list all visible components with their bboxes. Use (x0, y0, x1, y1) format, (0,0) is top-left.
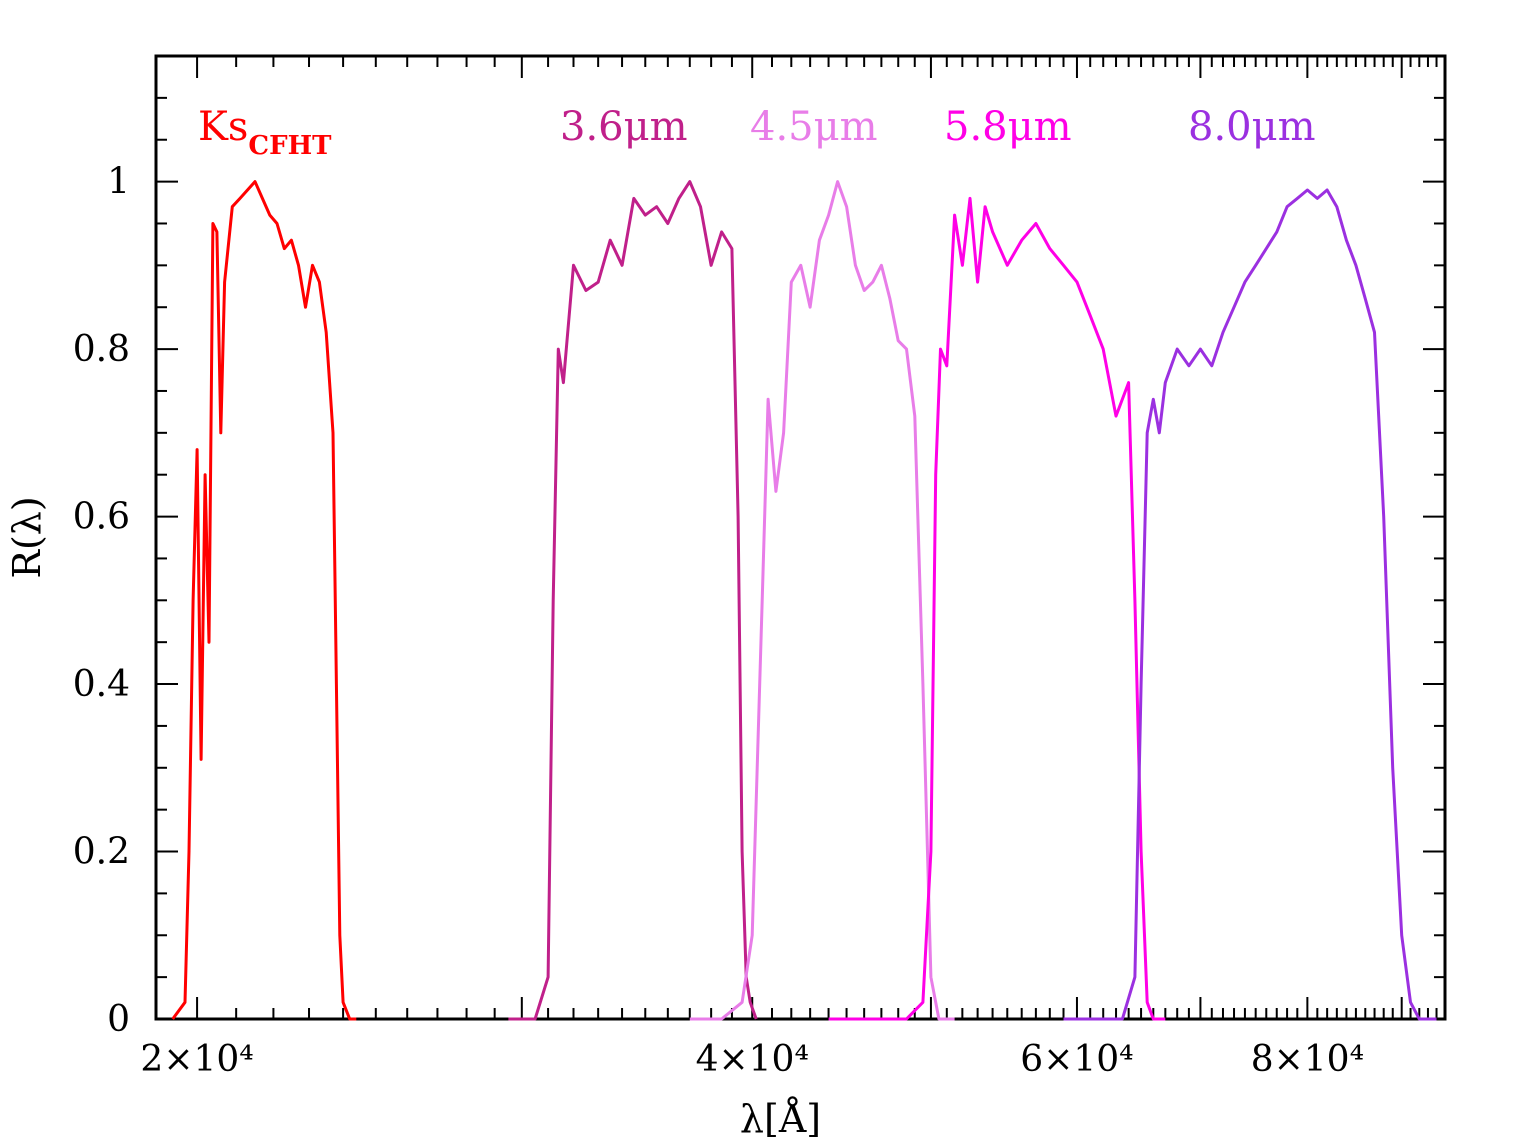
series-line (1063, 188, 1437, 1021)
series-line (828, 196, 1166, 1021)
y-tick-label: 0.6 (73, 497, 130, 538)
band-label: 8.0μm (1188, 104, 1316, 150)
series-line (689, 180, 955, 1021)
series-line (508, 180, 758, 1021)
band-label: 5.8μm (944, 104, 1072, 150)
band-label: 3.6μm (560, 104, 688, 150)
x-tick-label: 2×10⁴ (140, 1039, 253, 1080)
y-axis-title: R(λ) (5, 496, 49, 578)
band-label: KsCFHT (198, 104, 332, 161)
x-tick-label: 4×10⁴ (696, 1039, 809, 1080)
band-label-subscript: CFHT (248, 131, 332, 161)
x-tick-label: 6×10⁴ (1020, 1039, 1133, 1080)
x-axis-title: λ[Å] (740, 1097, 821, 1141)
y-tick-label: 1 (107, 162, 130, 203)
y-tick-label: 0.4 (73, 664, 130, 705)
series-line (171, 180, 357, 1021)
x-tick-label: 8×10⁴ (1251, 1039, 1364, 1080)
tick-labels: 2×10⁴ 4×10⁴ 6×10⁴ 8×10⁴ 0 0.2 0.4 0.6 0.8 1 (73, 162, 1364, 1080)
y-tick-label: 0.8 (73, 329, 130, 370)
band-label: 4.5μm (750, 104, 878, 150)
plot-frame (154, 54, 1447, 1021)
y-tick-label: 0 (107, 999, 130, 1040)
band-labels: KsCFHT 3.6μm 4.5μm 5.8μm 8.0μm (198, 104, 1316, 161)
ticks (155, 56, 1446, 1020)
series-lines (171, 180, 1437, 1021)
y-tick-label: 0.2 (73, 832, 130, 873)
